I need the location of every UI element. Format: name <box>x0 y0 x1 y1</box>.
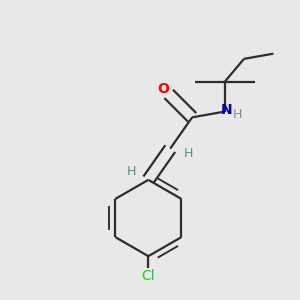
Text: H: H <box>233 108 242 121</box>
Text: H: H <box>184 147 193 160</box>
Text: H: H <box>127 165 136 178</box>
Text: N: N <box>220 103 232 117</box>
Text: O: O <box>158 82 170 96</box>
Text: Cl: Cl <box>142 269 155 283</box>
